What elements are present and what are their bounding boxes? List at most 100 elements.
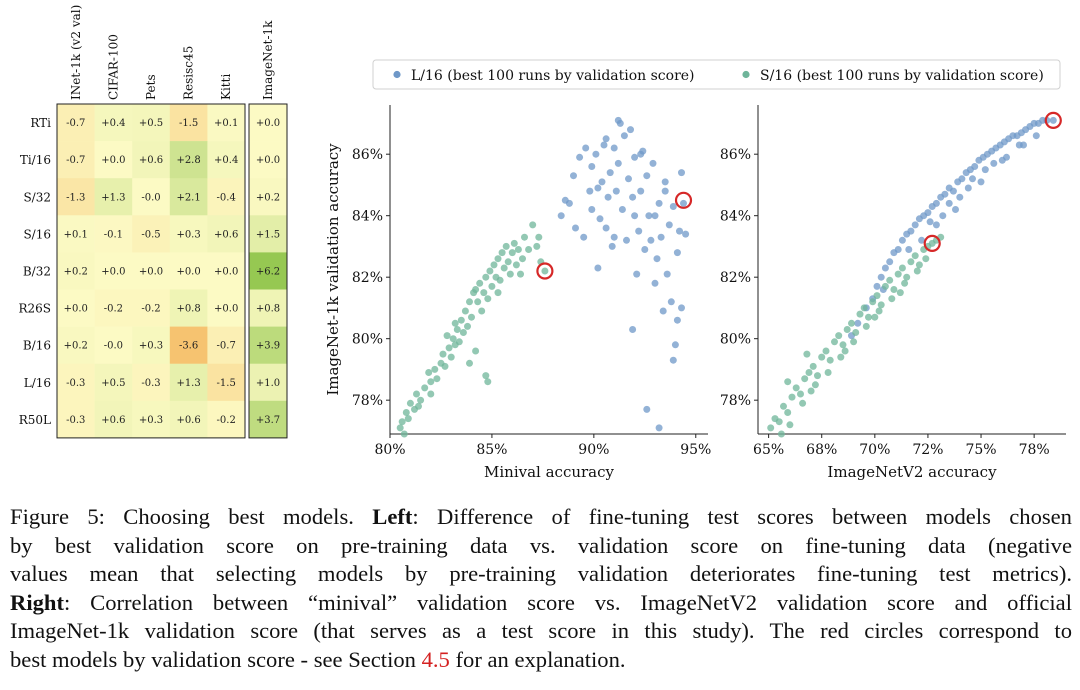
l16-point: [680, 199, 687, 207]
s16-point: [837, 353, 845, 361]
s16-point: [400, 430, 408, 438]
heatmap-cell-value: -0.7: [217, 341, 236, 352]
caption-line-6: best models by validation score - see Se…: [10, 646, 1072, 675]
s16-point: [535, 233, 543, 241]
heatmap-cell: [207, 400, 246, 439]
y-tick-label: 78%: [720, 393, 751, 409]
s16-point: [415, 402, 422, 410]
l16-point: [651, 279, 659, 287]
heatmap-cell-value: +2.1: [176, 192, 200, 203]
s16-point: [398, 418, 406, 426]
l16-point: [635, 227, 643, 235]
heatmap-cell: [94, 363, 133, 402]
heatmap-cell: [132, 141, 171, 179]
heatmap-cell: [169, 104, 208, 142]
s16-point: [525, 246, 533, 253]
heatmap-row-label: S/32: [23, 190, 51, 204]
l16-point: [582, 144, 590, 152]
l16-point: [557, 212, 565, 220]
heatmap-cell: [94, 215, 133, 253]
heatmap-cell-value: +0.4: [214, 155, 238, 166]
s16-point: [510, 239, 518, 247]
imagenet-cell-value: +0.2: [256, 192, 280, 203]
s16-point: [894, 270, 902, 278]
heatmap-cell-value: +0.1: [64, 229, 88, 240]
heatmap-cell-value: +0.0: [139, 266, 163, 277]
l16-point: [894, 246, 902, 253]
heatmap-row-label: L/16: [24, 376, 51, 390]
heatmap-cell-value: +2.8: [176, 155, 200, 166]
s16-point: [862, 322, 870, 330]
heatmap-cell: [132, 252, 171, 290]
heatmap-cell-value: +0.6: [176, 415, 200, 426]
best-model-circle: [674, 191, 693, 209]
l16-point: [1049, 116, 1057, 124]
s16-point: [508, 249, 516, 257]
caption-line-1: Figure 5: Choosing best models. Left: Di…: [10, 503, 1072, 532]
caption-end-text: for an explanation.: [449, 646, 626, 672]
heatmap-cell: [132, 215, 171, 253]
s16-point: [459, 329, 467, 336]
heatmap-cell: [57, 215, 95, 253]
caption-line-4: Right: Correlation between “minival” val…: [10, 589, 1072, 618]
heatmap-cell-value: +0.5: [101, 378, 125, 389]
s16-point: [805, 369, 813, 376]
s16-point: [852, 329, 860, 336]
imagenet-cell-value: +1.0: [256, 378, 280, 389]
l16-point: [641, 246, 649, 253]
s16-point: [907, 258, 915, 266]
l16-point: [610, 233, 618, 241]
heatmap-cell-value: -0.7: [66, 118, 85, 129]
caption-line-2: by best validation score on pre-training…: [10, 532, 1072, 558]
s16-point: [843, 326, 851, 333]
heatmap-cell: [169, 215, 208, 253]
l16-point: [612, 187, 620, 195]
heatmap-cell-value: +0.0: [101, 155, 125, 166]
s16-point: [427, 390, 435, 398]
s16-point: [472, 286, 480, 293]
s16-point: [427, 378, 435, 386]
heatmap-cell: [57, 141, 95, 179]
x-axis-label: Minival accuracy: [484, 463, 615, 481]
l16-point: [932, 221, 940, 229]
legend-s16-label: S/16 (best 100 runs by validation score): [760, 68, 1044, 84]
x-axis-label: ImageNetV2 accuracy: [827, 463, 997, 481]
caption-figure-label: Figure 5: Choosing best models.: [10, 504, 373, 529]
s16-point: [496, 276, 504, 284]
s16-point: [824, 369, 832, 376]
heatmap-frame: [56, 103, 246, 439]
l16-point: [956, 193, 964, 201]
s16-point: [490, 261, 498, 269]
s16-point: [404, 415, 412, 423]
heatmap-cell-value: -0.2: [104, 304, 123, 315]
l16-point: [657, 233, 665, 241]
heatmap-row-label: S/16: [23, 227, 51, 241]
l16-point: [647, 236, 655, 244]
s16-point: [482, 273, 490, 281]
s16-point: [792, 384, 800, 392]
l16-point: [663, 270, 671, 278]
heatmap-cell: [94, 104, 133, 142]
s16-point: [767, 424, 775, 432]
heatmap-column-label: INet-1k (v2 val): [69, 5, 83, 100]
heatmap-cell: [57, 104, 95, 142]
heatmap-cell-value: +0.0: [64, 304, 88, 315]
imagenet-column-frame: [248, 103, 288, 439]
s16-point: [831, 338, 838, 346]
l16-point: [620, 132, 628, 140]
imagenet-cell-value: +6.2: [256, 266, 280, 277]
s16-point: [809, 362, 817, 370]
l16-point: [661, 178, 669, 186]
l16-point: [623, 236, 630, 244]
heatmap-cell: [57, 178, 95, 216]
s16-point: [453, 326, 461, 333]
x-tick-label: 68%: [806, 442, 837, 458]
section-reference-link[interactable]: 4.5: [421, 646, 450, 672]
s16-point: [886, 276, 894, 284]
heatmap-cell-value: -0.3: [66, 378, 85, 389]
s16-point: [514, 246, 522, 253]
s16-point: [780, 402, 787, 410]
l16-point: [905, 246, 913, 253]
l16-point: [932, 199, 940, 207]
s16-point: [457, 316, 465, 324]
